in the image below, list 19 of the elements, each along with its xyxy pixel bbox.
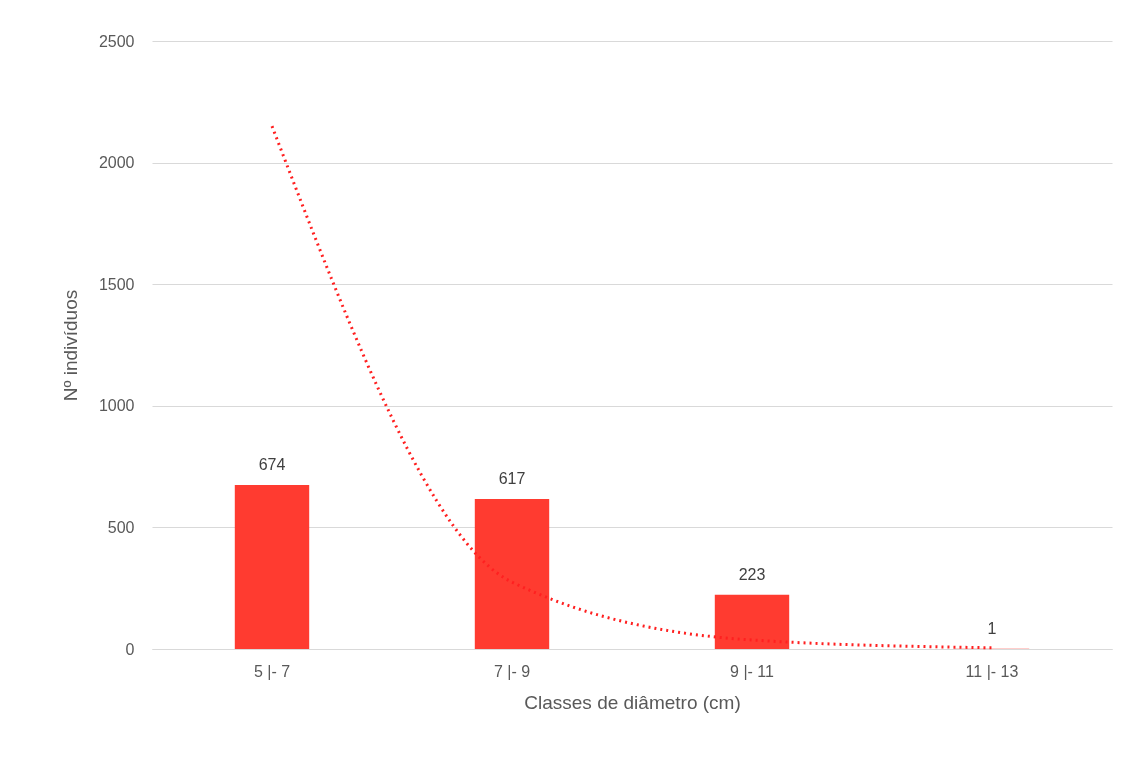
y-tick-label: 1000 bbox=[98, 397, 135, 415]
y-tick-label: 0 bbox=[125, 640, 135, 658]
y-axis-title: Nº indivíduos bbox=[59, 289, 81, 402]
x-tick-label: 11 |- 13 bbox=[965, 662, 1019, 680]
bar bbox=[714, 594, 790, 649]
y-tick-label: 500 bbox=[107, 518, 135, 536]
bar bbox=[234, 485, 310, 649]
data-label: 1 bbox=[987, 619, 997, 637]
x-tick-label: 9 |- 11 bbox=[730, 662, 775, 680]
bar bbox=[474, 498, 550, 649]
data-label: 223 bbox=[738, 565, 766, 583]
y-tick-label: 1500 bbox=[98, 275, 135, 293]
x-axis-title: Classes de diâmetro (cm) bbox=[524, 691, 741, 713]
x-tick-label: 5 |- 7 bbox=[253, 662, 291, 680]
data-label: 674 bbox=[258, 456, 286, 474]
y-tick-label: 2500 bbox=[98, 32, 135, 50]
y-tick-label: 2000 bbox=[98, 154, 135, 172]
x-tick-label: 7 |- 9 bbox=[493, 662, 531, 680]
data-label: 617 bbox=[498, 469, 526, 487]
